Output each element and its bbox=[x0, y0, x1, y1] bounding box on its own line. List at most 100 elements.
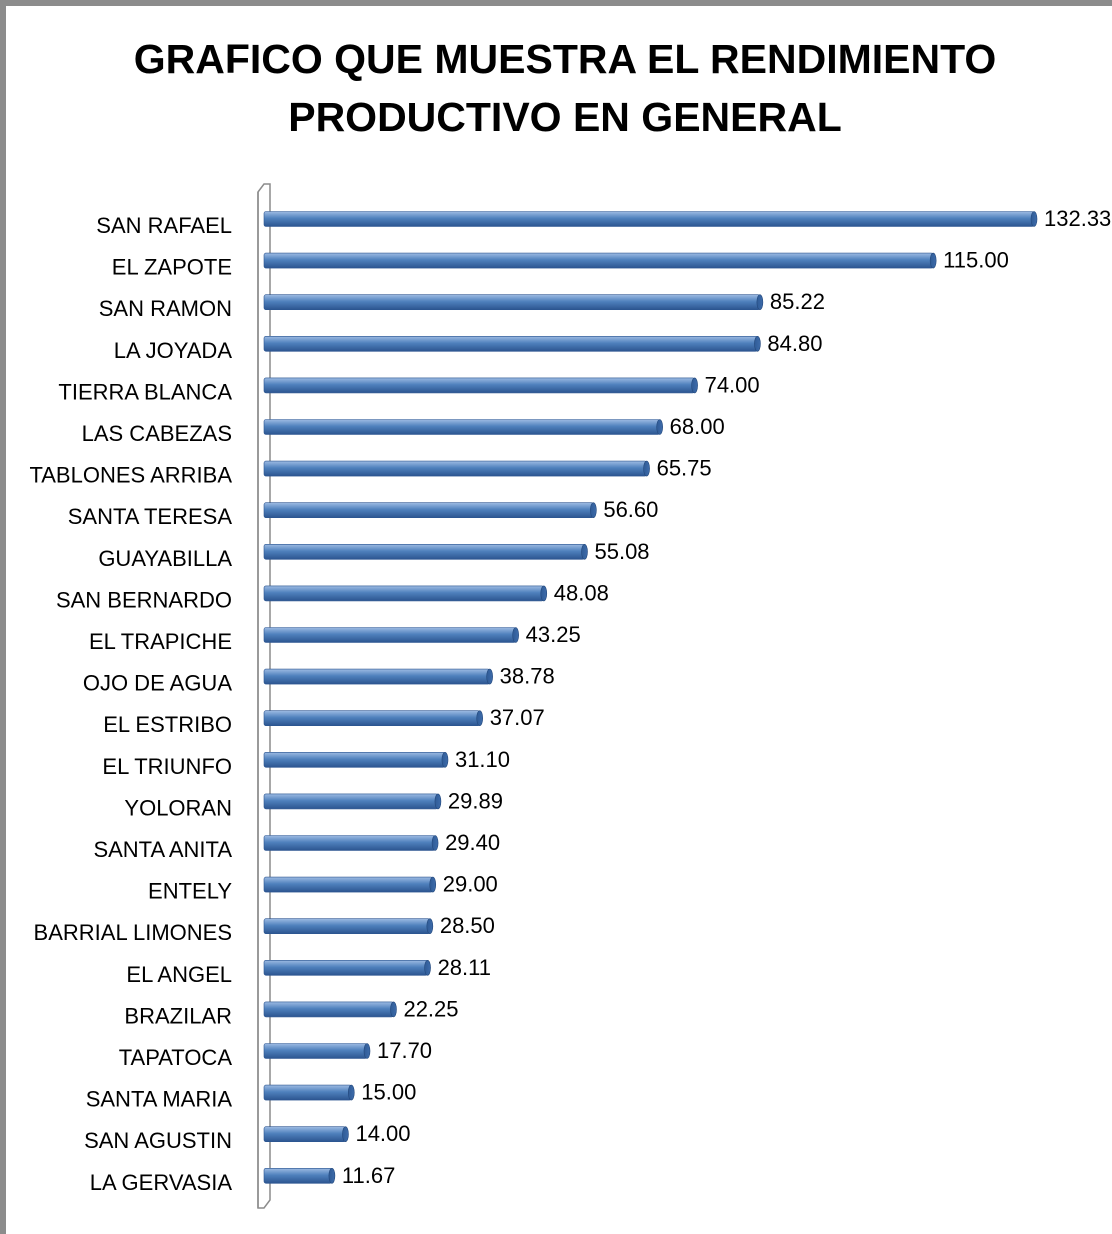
category-label-san-agustin: SAN AGUSTIN bbox=[84, 1128, 232, 1153]
bar-el-angel bbox=[263, 959, 428, 976]
bar-el-triunfo bbox=[263, 751, 446, 768]
bar-cap-la-gervasia bbox=[328, 1168, 336, 1184]
bar-el-zapote bbox=[263, 252, 934, 269]
bar-santa-maria bbox=[263, 1084, 352, 1101]
bar-brazilar bbox=[263, 1001, 394, 1018]
value-label-el-triunfo: 31.10 bbox=[455, 747, 510, 772]
bar-cap-san-bernardo bbox=[540, 585, 548, 602]
bar-tapatoca bbox=[263, 1043, 368, 1059]
bar-ojo-de-agua bbox=[263, 668, 490, 685]
category-label-la-gervasia: LA GERVASIA bbox=[90, 1170, 233, 1195]
value-label-santa-anita: 29.40 bbox=[445, 830, 500, 855]
category-label-el-zapote: EL ZAPOTE bbox=[112, 255, 232, 280]
chart-title: GRAFICO QUE MUESTRA EL RENDIMIENTO PRODU… bbox=[20, 30, 1110, 146]
category-label-santa-teresa: SANTA TERESA bbox=[68, 504, 233, 529]
value-label-san-ramon: 85.22 bbox=[770, 289, 825, 314]
bar-cap-tablones-arriba bbox=[643, 460, 650, 477]
bar-tierra-blanca bbox=[263, 377, 695, 394]
bar-tablones-arriba bbox=[263, 460, 647, 477]
bar-cap-santa-teresa bbox=[590, 502, 597, 519]
value-label-brazilar: 22.25 bbox=[403, 996, 458, 1021]
value-label-el-trapiche: 43.25 bbox=[526, 622, 581, 647]
bar-cap-el-trapiche bbox=[512, 627, 519, 643]
bar-barrial-limones bbox=[263, 918, 431, 935]
category-label-santa-anita: SANTA ANITA bbox=[93, 837, 232, 862]
category-label-entely: ENTELY bbox=[148, 879, 232, 904]
category-label-el-estribo: EL ESTRIBO bbox=[103, 712, 232, 737]
value-label-la-joyada: 84.80 bbox=[767, 331, 822, 356]
bar-cap-brazilar bbox=[390, 1001, 397, 1018]
bar-san-ramon bbox=[263, 294, 761, 311]
value-label-tapatoca: 17.70 bbox=[377, 1038, 432, 1063]
bar-cap-el-zapote bbox=[929, 252, 937, 269]
category-label-brazilar: BRAZILAR bbox=[124, 1003, 232, 1028]
category-label-ojo-de-agua: OJO DE AGUA bbox=[83, 671, 232, 696]
value-label-san-bernardo: 48.08 bbox=[554, 580, 609, 605]
bar-cap-barrial-limones bbox=[426, 918, 434, 935]
bar-cap-santa-anita bbox=[431, 835, 439, 851]
category-label-las-cabezas: LAS CABEZAS bbox=[82, 421, 232, 446]
bar-las-cabezas bbox=[263, 419, 660, 435]
category-label-el-trapiche: EL TRAPICHE bbox=[89, 629, 232, 654]
bar-cap-ojo-de-agua bbox=[486, 668, 493, 685]
value-label-el-zapote: 115.00 bbox=[943, 248, 1009, 273]
bar-guayabilla bbox=[263, 543, 585, 560]
bar-yoloran bbox=[263, 793, 439, 810]
chart-title-line-1: GRAFICO QUE MUESTRA EL RENDIMIENTO bbox=[133, 36, 997, 82]
category-label-guayabilla: GUAYABILLA bbox=[98, 546, 232, 571]
category-label-yoloran: YOLORAN bbox=[124, 795, 232, 820]
value-label-ojo-de-agua: 38.78 bbox=[500, 664, 555, 689]
bar-san-agustin bbox=[263, 1126, 346, 1142]
value-label-el-estribo: 37.07 bbox=[490, 705, 545, 730]
category-label-san-bernardo: SAN BERNARDO bbox=[56, 587, 232, 612]
bar-cap-san-rafael bbox=[1030, 211, 1038, 227]
bar-cap-tierra-blanca bbox=[691, 377, 698, 394]
bar-cap-la-joyada bbox=[754, 335, 761, 352]
category-label-la-joyada: LA JOYADA bbox=[114, 338, 233, 363]
bar-cap-tapatoca bbox=[363, 1043, 371, 1059]
bar-san-bernardo bbox=[263, 585, 545, 602]
bar-cap-guayabilla bbox=[581, 543, 588, 560]
category-label-barrial-limones: BARRIAL LIMONES bbox=[34, 920, 232, 945]
bar-cap-las-cabezas bbox=[656, 419, 663, 435]
bar-cap-san-ramon bbox=[756, 294, 764, 311]
bar-el-trapiche bbox=[263, 627, 516, 643]
value-label-entely: 29.00 bbox=[443, 872, 498, 897]
value-label-san-agustin: 14.00 bbox=[355, 1121, 410, 1146]
bar-la-joyada bbox=[263, 335, 758, 352]
value-label-yoloran: 29.89 bbox=[448, 788, 503, 813]
value-label-barrial-limones: 28.50 bbox=[440, 913, 495, 938]
value-label-la-gervasia: 11.67 bbox=[342, 1163, 395, 1188]
chart-title-line-2: PRODUCTIVO EN GENERAL bbox=[288, 94, 842, 140]
bar-cap-entely bbox=[429, 876, 437, 893]
bar-cap-san-agustin bbox=[342, 1126, 349, 1142]
value-label-tierra-blanca: 74.00 bbox=[705, 372, 760, 397]
value-label-las-cabezas: 68.00 bbox=[670, 414, 725, 439]
bar-cap-el-angel bbox=[424, 959, 431, 976]
category-label-tablones-arriba: TABLONES ARRIBA bbox=[29, 463, 232, 488]
category-label-san-rafael: SAN RAFAEL bbox=[96, 213, 232, 238]
bar-san-rafael bbox=[263, 211, 1035, 227]
bar-el-estribo bbox=[263, 710, 481, 727]
category-label-san-ramon: SAN RAMON bbox=[99, 296, 232, 321]
value-label-el-angel: 28.11 bbox=[438, 955, 491, 980]
bar-cap-el-triunfo bbox=[441, 751, 449, 768]
value-label-santa-maria: 15.00 bbox=[361, 1080, 416, 1105]
category-label-santa-maria: SANTA MARIA bbox=[86, 1087, 233, 1112]
category-label-tierra-blanca: TIERRA BLANCA bbox=[58, 379, 232, 404]
value-label-tablones-arriba: 65.75 bbox=[657, 456, 712, 481]
category-label-el-triunfo: EL TRIUNFO bbox=[102, 754, 232, 779]
bar-santa-anita bbox=[263, 835, 436, 851]
value-label-santa-teresa: 56.60 bbox=[603, 497, 658, 522]
bar-santa-teresa bbox=[263, 502, 594, 519]
category-label-tapatoca: TAPATOCA bbox=[119, 1045, 233, 1070]
bar-cap-yoloran bbox=[434, 793, 442, 810]
bar-entely bbox=[263, 876, 434, 893]
value-label-san-rafael: 132.33 bbox=[1044, 206, 1111, 231]
bar-cap-santa-maria bbox=[347, 1084, 355, 1101]
value-label-guayabilla: 55.08 bbox=[594, 539, 649, 564]
bar-cap-el-estribo bbox=[476, 710, 484, 727]
category-label-el-angel: EL ANGEL bbox=[126, 962, 232, 987]
